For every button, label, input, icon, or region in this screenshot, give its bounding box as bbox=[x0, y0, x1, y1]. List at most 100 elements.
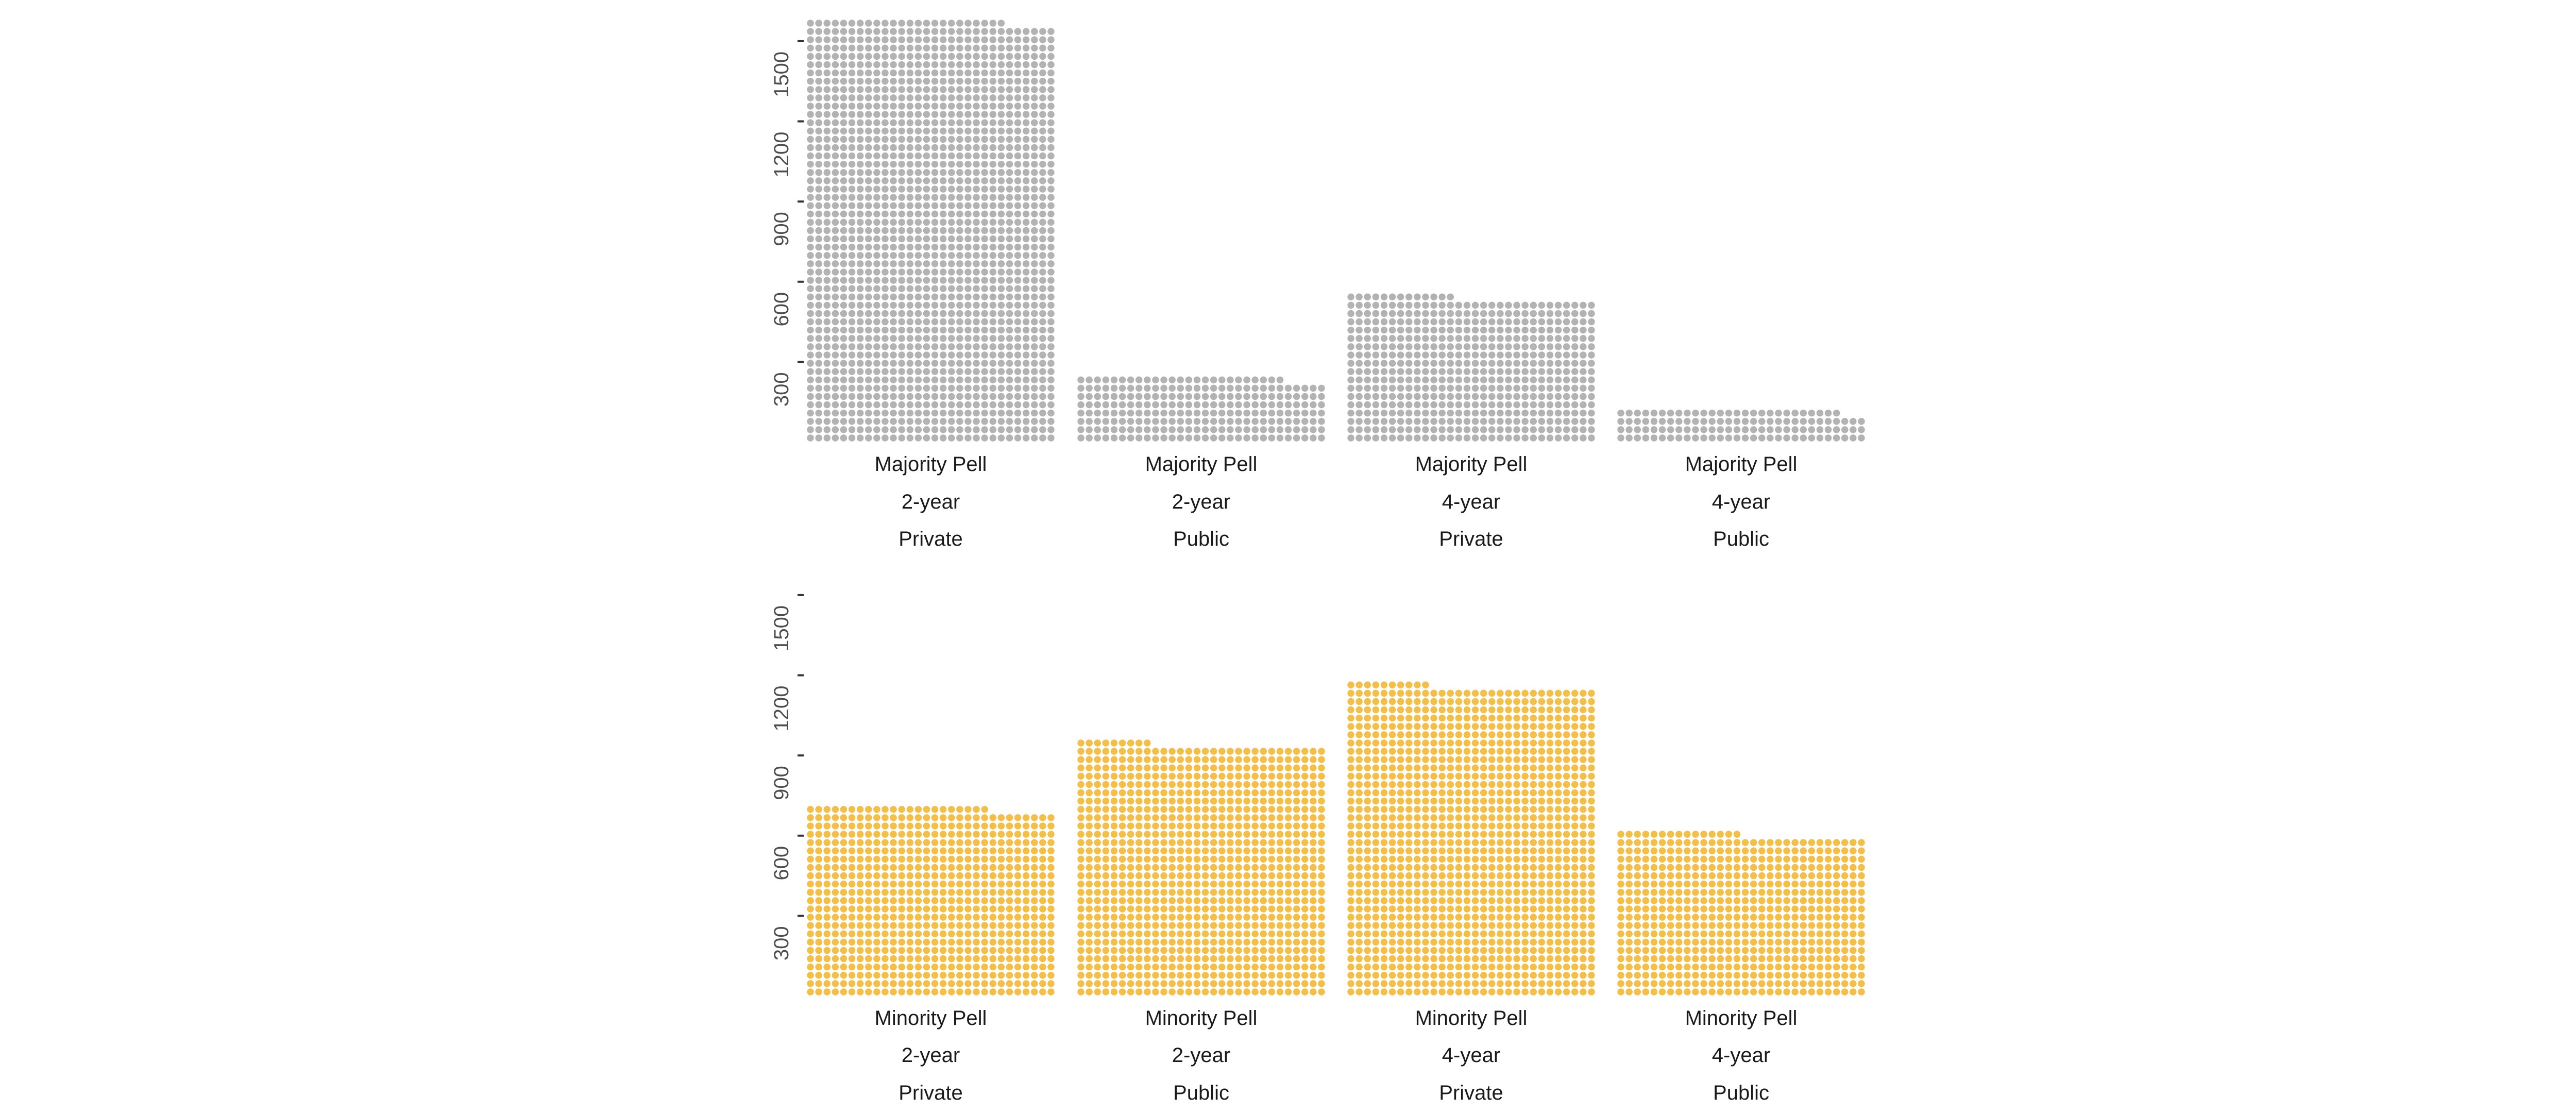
waffle-dot bbox=[1355, 864, 1363, 871]
waffle-dot bbox=[964, 872, 972, 880]
waffle-dot bbox=[1039, 839, 1046, 846]
waffle-dot bbox=[1251, 401, 1259, 409]
waffle-dot bbox=[1127, 739, 1134, 747]
waffle-dot bbox=[1463, 376, 1471, 384]
waffle-dot bbox=[964, 251, 972, 259]
waffle-dot bbox=[1185, 947, 1193, 954]
waffle-dot bbox=[964, 897, 972, 904]
waffle-dot bbox=[1397, 310, 1404, 317]
waffle-dot bbox=[1372, 963, 1380, 971]
waffle-dot bbox=[1414, 872, 1421, 880]
waffle-dot bbox=[1571, 947, 1579, 954]
waffle-dot bbox=[1077, 847, 1084, 855]
waffle-dot bbox=[865, 28, 872, 35]
waffle-dot bbox=[873, 111, 880, 118]
waffle-dot bbox=[947, 177, 955, 184]
waffle-dot bbox=[1168, 922, 1176, 929]
waffle-dot bbox=[807, 144, 814, 151]
waffle-dot bbox=[1160, 864, 1167, 871]
waffle-dot bbox=[989, 384, 997, 392]
waffle-dot bbox=[1430, 988, 1437, 996]
waffle-dot bbox=[1355, 384, 1363, 392]
waffle-dot bbox=[882, 963, 889, 971]
waffle-dot bbox=[1243, 888, 1250, 896]
waffle-dot bbox=[1692, 426, 1699, 433]
waffle-dot bbox=[1750, 426, 1757, 433]
waffle-dot bbox=[931, 293, 939, 301]
waffle-dot bbox=[956, 334, 963, 342]
waffle-dot bbox=[947, 285, 955, 292]
waffle-dot bbox=[1152, 756, 1159, 763]
waffle-dot bbox=[997, 864, 1005, 871]
waffle-dot bbox=[989, 94, 997, 102]
waffle-dot bbox=[1388, 409, 1396, 417]
waffle-dot bbox=[1268, 814, 1276, 821]
waffle-column bbox=[1347, 681, 1595, 996]
waffle-dot bbox=[1380, 955, 1388, 963]
waffle-dot bbox=[1094, 805, 1101, 813]
waffle-dot bbox=[840, 922, 848, 929]
waffle-dot bbox=[832, 235, 839, 243]
waffle-dot bbox=[1355, 930, 1363, 938]
waffle-dot bbox=[1218, 426, 1226, 433]
waffle-dot bbox=[997, 938, 1005, 946]
waffle-dot bbox=[1177, 772, 1184, 780]
waffle-dot bbox=[882, 897, 889, 904]
waffle-dot bbox=[1006, 831, 1013, 838]
waffle-dot bbox=[1118, 831, 1126, 838]
waffle-dot bbox=[1455, 864, 1463, 871]
waffle-dot bbox=[1480, 731, 1487, 738]
waffle-dot bbox=[1168, 797, 1176, 805]
waffle-dot bbox=[1118, 971, 1126, 979]
waffle-dot bbox=[1193, 434, 1201, 442]
waffle-dot bbox=[1102, 426, 1110, 433]
waffle-dot bbox=[1488, 831, 1496, 838]
category-label-pell: Majority Pell bbox=[875, 453, 987, 476]
waffle-dot bbox=[1030, 260, 1038, 267]
waffle-dot bbox=[1102, 880, 1110, 888]
waffle-dot bbox=[1284, 864, 1292, 871]
waffle-dot bbox=[1708, 417, 1716, 425]
waffle-dot bbox=[1276, 781, 1284, 788]
waffle-dot bbox=[1438, 368, 1446, 375]
waffle-dot bbox=[1243, 855, 1250, 863]
waffle-dot bbox=[1177, 864, 1184, 871]
waffle-dot bbox=[1210, 822, 1217, 830]
waffle-dot bbox=[1201, 756, 1209, 763]
waffle-dot bbox=[964, 86, 972, 93]
waffle-dot bbox=[1006, 426, 1013, 433]
waffle-dot bbox=[1268, 938, 1276, 946]
waffle-dot bbox=[931, 822, 939, 830]
waffle-dot bbox=[898, 814, 905, 821]
waffle-dot bbox=[939, 368, 947, 375]
waffle-dot bbox=[914, 318, 922, 326]
waffle-dot bbox=[1414, 434, 1421, 442]
waffle-dot bbox=[1397, 922, 1404, 929]
waffle-dot bbox=[1235, 947, 1242, 954]
waffle-dot bbox=[832, 360, 839, 367]
waffle-dot bbox=[898, 36, 905, 43]
waffle-dot bbox=[848, 409, 856, 417]
waffle-dot bbox=[1422, 847, 1429, 855]
waffle-dot bbox=[840, 855, 848, 863]
waffle-dot bbox=[1127, 930, 1134, 938]
waffle-dot bbox=[1372, 764, 1380, 772]
waffle-dot bbox=[1022, 401, 1030, 409]
waffle-dot bbox=[997, 971, 1005, 979]
waffle-dot bbox=[1438, 814, 1446, 821]
waffle-dot bbox=[1006, 53, 1013, 60]
waffle-dot bbox=[1022, 202, 1030, 209]
waffle-dot bbox=[1430, 368, 1437, 375]
waffle-dot bbox=[1047, 86, 1055, 93]
waffle-dot bbox=[906, 210, 914, 218]
category-label-length: 2-year bbox=[902, 491, 960, 513]
waffle-dot bbox=[914, 218, 922, 226]
waffle-dot bbox=[1022, 251, 1030, 259]
waffle-dot bbox=[973, 831, 980, 838]
waffle-dot bbox=[882, 53, 889, 60]
waffle-dot bbox=[1235, 938, 1242, 946]
waffle-dot bbox=[1014, 61, 1022, 69]
waffle-dot bbox=[923, 152, 930, 160]
waffle-dot bbox=[1571, 756, 1579, 763]
waffle-dot bbox=[823, 210, 831, 218]
